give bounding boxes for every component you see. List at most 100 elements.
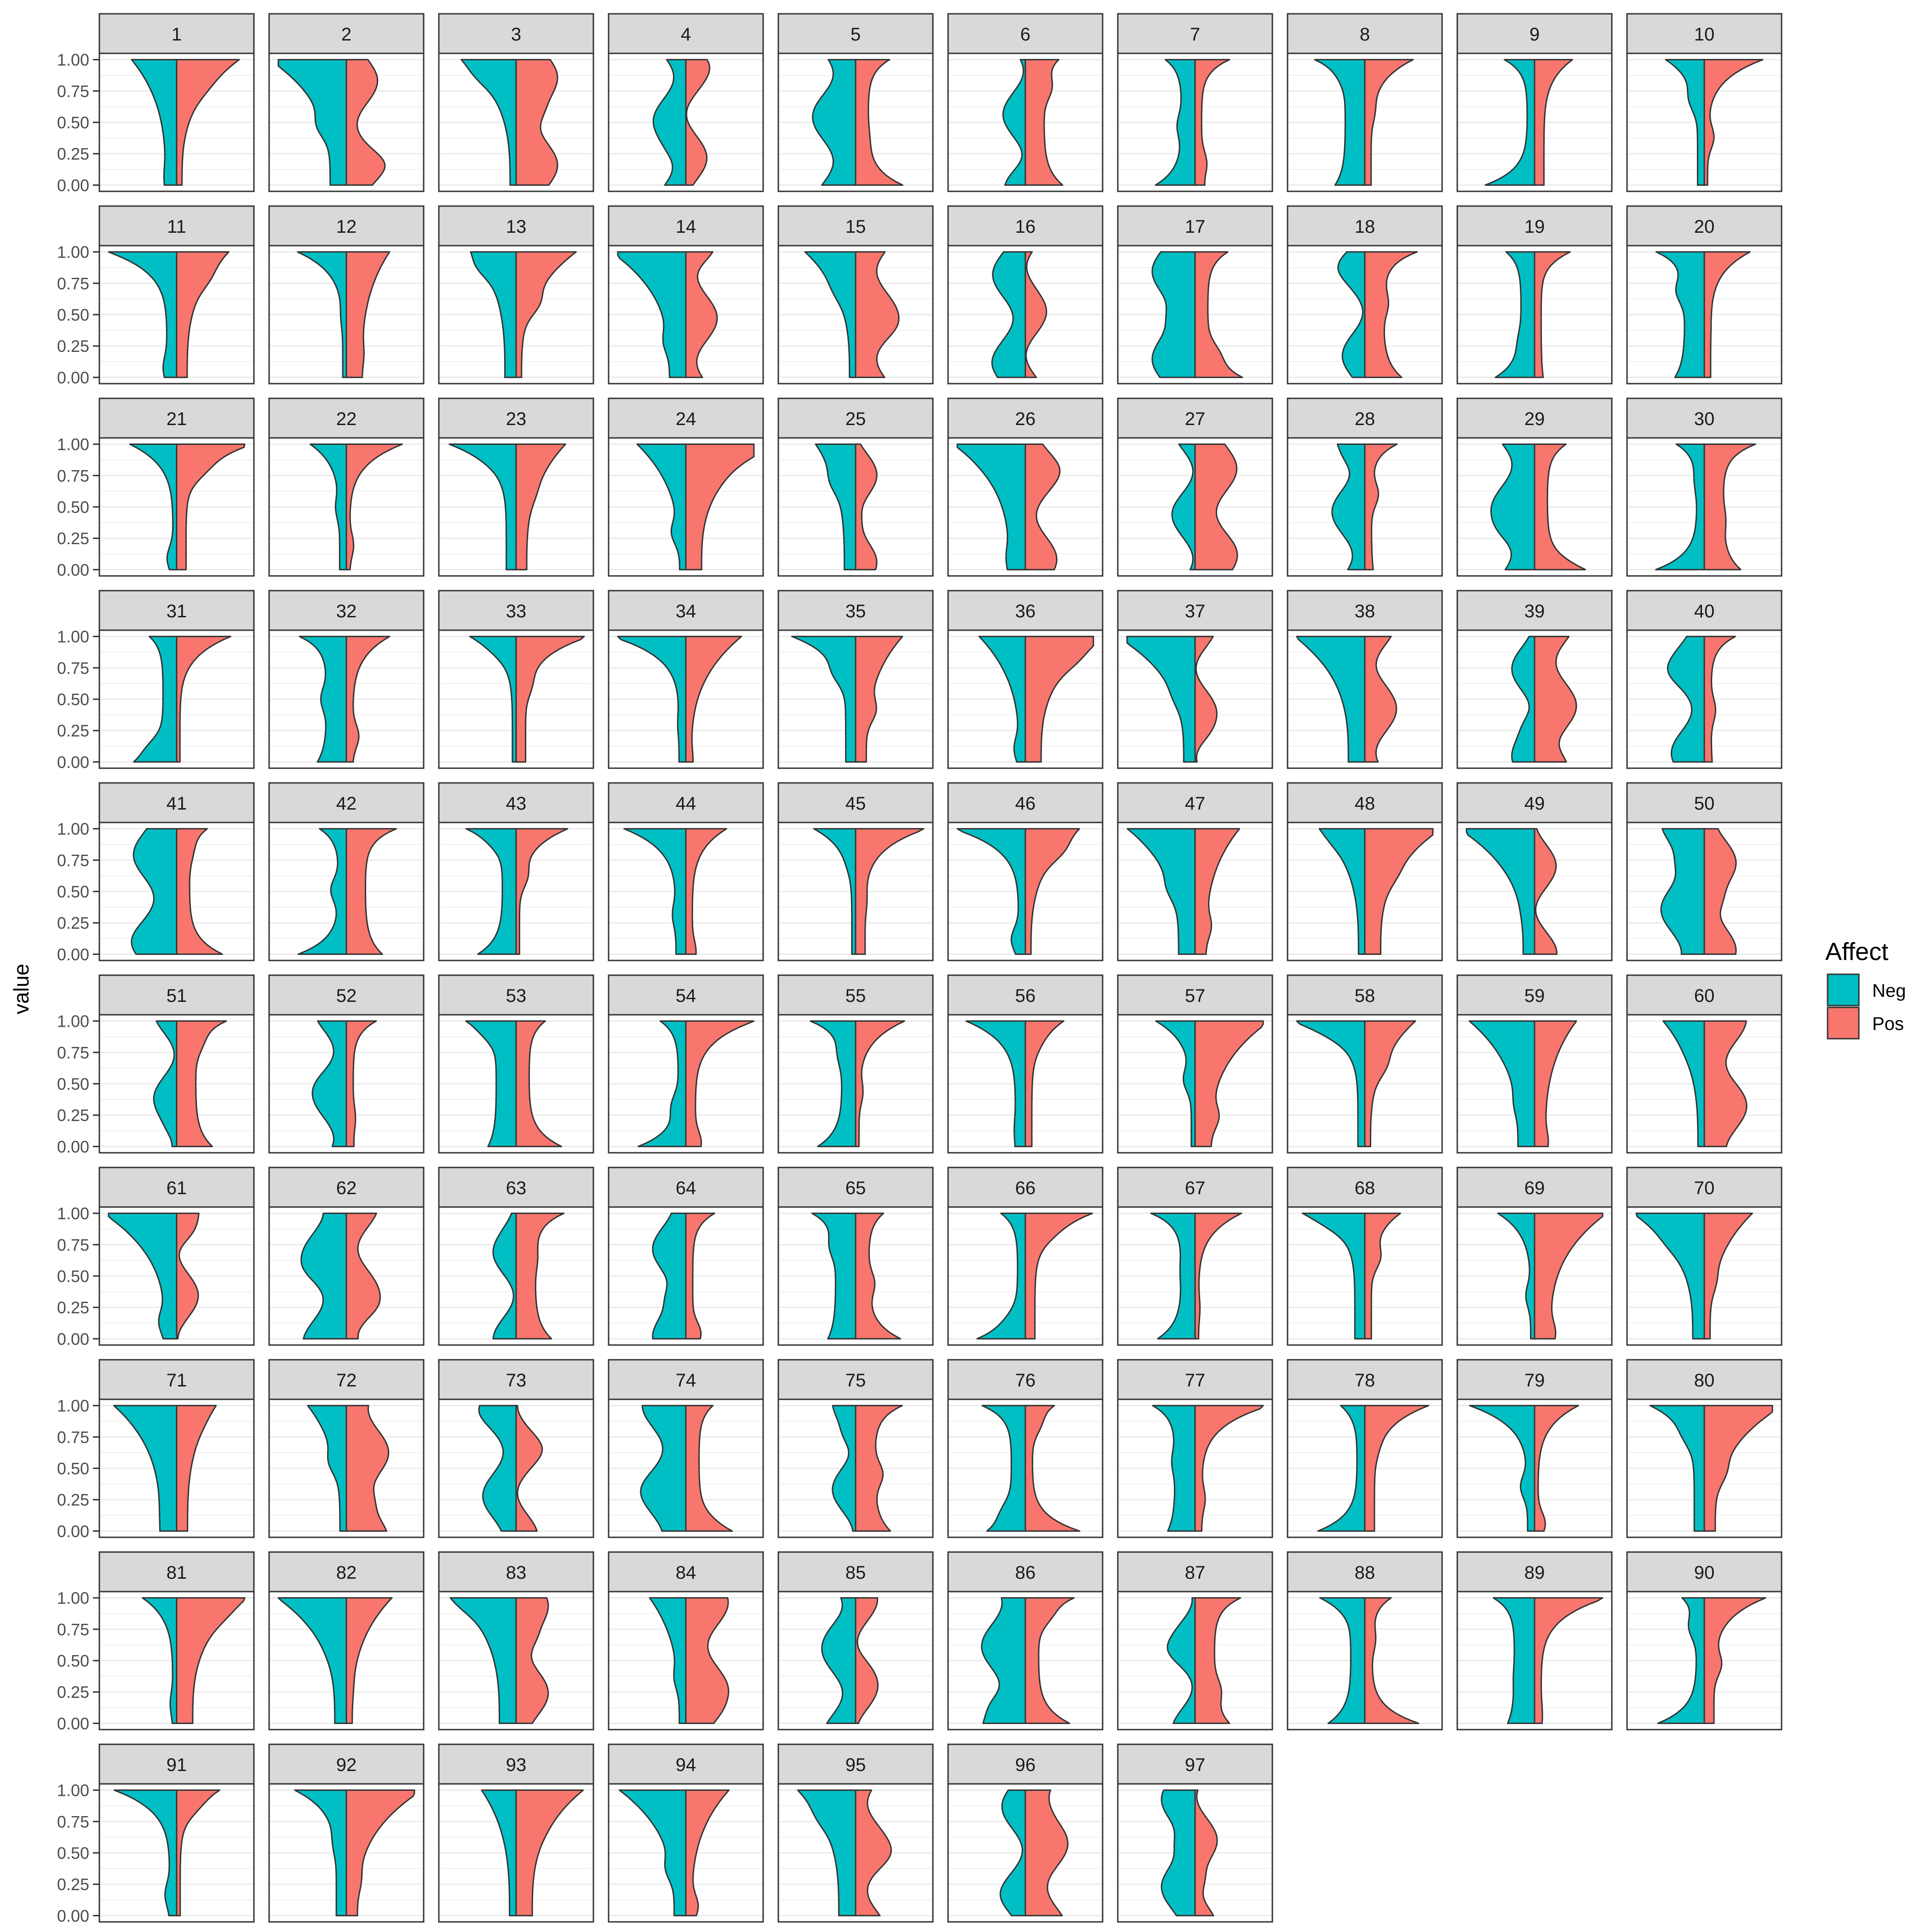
panel-label: 80 (1694, 1370, 1715, 1391)
violin-neg-panel-61 (108, 1213, 178, 1340)
panel-33: 33 (438, 590, 594, 769)
violin-pos-panel-17 (1194, 251, 1243, 378)
violin-neg-panel-49 (1466, 828, 1535, 955)
panel-border (268, 1206, 425, 1346)
violin-pos-panel-94 (685, 1789, 730, 1916)
violin-pos-panel-19 (1534, 251, 1571, 378)
y-axis-row-2: 0.00 0.25 0.50 0.75 1.00 (57, 243, 99, 387)
panel-strip (438, 590, 594, 631)
panel-border (1626, 822, 1782, 961)
panel-strip (777, 590, 934, 631)
panel-border (608, 1783, 764, 1923)
panel-strip (1456, 590, 1613, 631)
panel-border (777, 437, 934, 577)
panel-strip (1456, 1551, 1613, 1593)
panel-border (608, 629, 764, 769)
panel-border (777, 1206, 934, 1346)
violin-pos-panel-81 (176, 1597, 246, 1724)
panel-label: 13 (506, 217, 527, 237)
panel-label: 15 (845, 217, 866, 237)
violin-pos-panel-63 (515, 1213, 565, 1340)
panel-46: 46 (947, 782, 1104, 961)
panel-62: 62 (268, 1167, 425, 1346)
panel-41: 41 (98, 782, 255, 961)
violin-neg-panel-82 (277, 1597, 347, 1724)
panel-label: 81 (167, 1563, 187, 1583)
violin-neg-panel-13 (470, 251, 517, 378)
violin-neg-panel-39 (1511, 636, 1535, 763)
panel-strip (1456, 1167, 1613, 1208)
panel-border (438, 52, 594, 192)
panel-19: 19 (1456, 205, 1613, 385)
panel-label: 86 (1015, 1563, 1036, 1583)
panel-79: 79 (1456, 1359, 1613, 1538)
panel-label: 88 (1355, 1563, 1375, 1583)
panel-border (438, 1591, 594, 1731)
panel-strip (98, 1167, 255, 1208)
panel-label: 39 (1524, 601, 1545, 621)
panel-strip (1456, 1359, 1613, 1400)
violin-pos-panel-59 (1534, 1020, 1577, 1147)
panel-4: 4 (608, 13, 764, 192)
panel-18: 18 (1287, 205, 1443, 385)
violin-pos-panel-78 (1364, 1405, 1430, 1532)
panel-strip (608, 397, 764, 439)
panel-border (1456, 1206, 1613, 1346)
violin-pos-panel-22 (345, 443, 403, 570)
violin-pos-panel-44 (685, 828, 727, 955)
violin-neg-panel-8 (1314, 59, 1366, 186)
panel-label: 64 (676, 1178, 696, 1198)
violin-neg-panel-14 (617, 251, 687, 378)
violin-neg-panel-94 (619, 1789, 687, 1916)
panel-strip (1117, 782, 1273, 823)
violin-pos-panel-32 (345, 636, 391, 763)
violin-pos-panel-79 (1534, 1405, 1579, 1532)
panel-54: 54 (608, 974, 764, 1154)
violin-pos-panel-15 (855, 251, 900, 378)
panel-label: 2 (341, 24, 351, 45)
y-axis-row-10: 0.00 0.25 0.50 0.75 1.00 (57, 1781, 99, 1925)
panel-strip (98, 782, 255, 823)
violin-pos-panel-86 (1024, 1597, 1075, 1724)
panel-border (608, 437, 764, 577)
y-axis-row-9: 0.00 0.25 0.50 0.75 1.00 (57, 1589, 99, 1733)
violin-pos-panel-52 (345, 1020, 377, 1147)
violin-neg-panel-87 (1167, 1597, 1196, 1724)
panel-border (268, 629, 425, 769)
panel-strip (268, 974, 425, 1016)
violin-neg-panel-86 (981, 1597, 1026, 1724)
violin-neg-panel-25 (815, 443, 857, 570)
violin-neg-panel-3 (460, 59, 517, 186)
panel-label: 94 (676, 1755, 696, 1775)
panel-52: 52 (268, 974, 425, 1154)
panel-strip (98, 397, 255, 439)
violin-pos-panel-6 (1024, 59, 1064, 186)
panel-label: 97 (1185, 1755, 1206, 1775)
y-tick-label: 0.50 (57, 882, 89, 901)
violin-neg-panel-27 (1171, 443, 1196, 570)
panel-label: 56 (1015, 986, 1036, 1006)
y-tick-label: 0.25 (57, 1683, 89, 1702)
violin-neg-panel-68 (1301, 1213, 1366, 1340)
panel-border (947, 629, 1104, 769)
violin-pos-panel-64 (685, 1213, 715, 1340)
violin-pos-panel-18 (1364, 251, 1418, 378)
y-tick-label: 0.50 (57, 1651, 89, 1670)
panel-label: 28 (1355, 409, 1375, 429)
violin-pos-panel-1 (176, 59, 240, 186)
panel-16: 16 (947, 205, 1104, 385)
panel-label: 44 (676, 794, 696, 814)
y-tick-label: 1.00 (57, 1397, 89, 1415)
panel-strip (947, 1359, 1104, 1400)
violin-pos-panel-12 (345, 251, 391, 378)
violin-pos-panel-77 (1194, 1405, 1264, 1532)
panel-strip (1456, 397, 1613, 439)
violin-neg-panel-41 (131, 828, 178, 955)
y-tick-label: 0.75 (57, 1812, 89, 1831)
panel-border (1626, 437, 1782, 577)
y-tick-label: 0.50 (57, 1459, 89, 1478)
y-tick-label: 0.50 (57, 113, 89, 132)
panel-56: 56 (947, 974, 1104, 1154)
violin-neg-panel-78 (1317, 1405, 1366, 1532)
y-tick-label: 0.75 (57, 274, 89, 293)
